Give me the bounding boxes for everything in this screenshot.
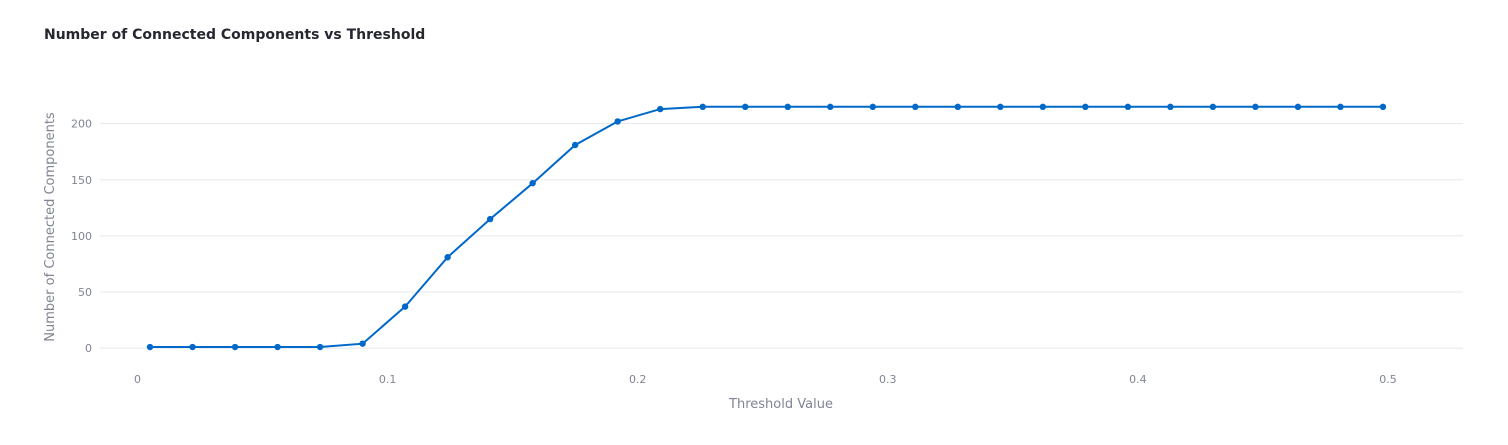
data-series [146, 103, 1387, 351]
data-point [274, 343, 281, 351]
x-tick-label: 0.3 [879, 373, 897, 386]
data-point [1209, 103, 1217, 111]
x-axis-ticks: 0 0.1 0.2 0.3 0.4 0.5 [134, 373, 1397, 386]
data-point [401, 303, 409, 310]
data-point [614, 118, 621, 125]
data-point [997, 103, 1004, 111]
y-tick-label: 50 [78, 286, 92, 299]
y-tick-label: 200 [71, 118, 92, 131]
y-axis-title: Number of Connected Components [43, 112, 58, 342]
data-point [1252, 103, 1259, 111]
y-axis-ticks: 0 50 100 150 200 [71, 118, 92, 355]
data-point [784, 103, 791, 111]
data-point [146, 343, 154, 351]
data-point [1124, 103, 1132, 111]
data-point [316, 343, 324, 351]
data-point [444, 254, 451, 261]
data-point [1294, 103, 1302, 111]
y-tick-label: 150 [71, 174, 92, 187]
data-point [954, 103, 962, 111]
data-point [231, 343, 239, 351]
x-axis-title: Threshold Value [728, 397, 833, 412]
chart-title: Number of Connected Components vs Thresh… [44, 27, 426, 43]
data-point [1082, 103, 1089, 111]
data-point [359, 340, 366, 347]
data-point [529, 179, 536, 187]
y-tick-label: 0 [85, 342, 92, 355]
data-point [827, 103, 834, 111]
data-point [869, 103, 876, 111]
data-point [571, 141, 579, 149]
data-point [1379, 103, 1387, 111]
data-point [1039, 103, 1047, 111]
data-point [1337, 103, 1344, 111]
data-point [742, 103, 749, 111]
data-point [1167, 103, 1174, 111]
data-point [699, 103, 706, 111]
data-point [912, 103, 919, 111]
x-tick-label: 0.5 [1379, 373, 1397, 386]
x-tick-label: 0.2 [629, 373, 647, 386]
grid-lines [100, 123, 1463, 349]
data-point [486, 215, 494, 223]
y-tick-label: 100 [71, 230, 92, 243]
data-point [657, 105, 664, 113]
data-point [189, 343, 196, 351]
series-line [150, 105, 1383, 348]
x-tick-label: 0.4 [1129, 373, 1147, 386]
x-tick-label: 0.1 [379, 373, 397, 386]
x-tick-label: 0 [134, 373, 141, 386]
